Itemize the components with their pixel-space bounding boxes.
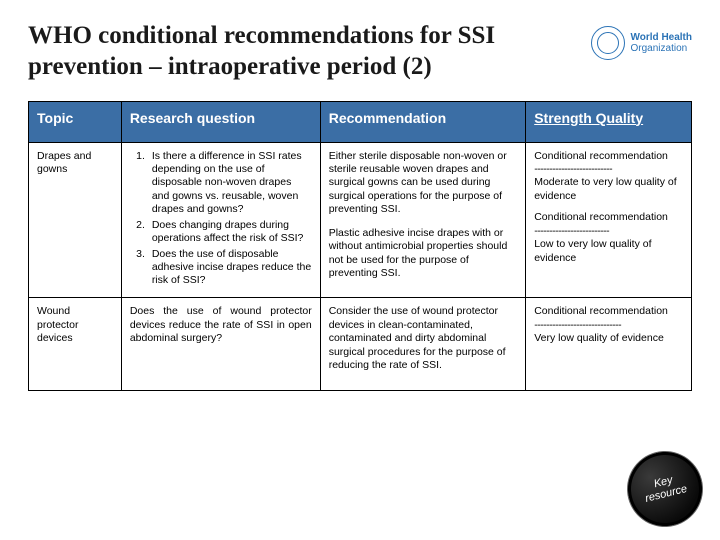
- sq-divider: --------------------------: [534, 163, 683, 176]
- col-recommendation: Recommendation: [320, 101, 526, 142]
- sq-block: Conditional recommendation -------------…: [534, 211, 683, 265]
- sq-quality: Low to very low quality of evidence: [534, 238, 683, 265]
- table-row: Wound protector devices Does the use of …: [29, 298, 692, 390]
- col-strength-quality-label: Strength Quality: [534, 110, 643, 126]
- col-strength-quality: Strength Quality: [526, 101, 692, 142]
- rq-item: Does changing drapes during operations a…: [148, 219, 312, 246]
- who-logo-text: World Health Organization: [631, 32, 692, 54]
- cell-research-question: Is there a difference in SSI rates depen…: [121, 142, 320, 298]
- cell-strength-quality: Conditional recommendation -------------…: [526, 298, 692, 390]
- rec-text: Consider the use of wound protector devi…: [329, 305, 518, 372]
- cell-recommendation: Either sterile disposable non-woven or s…: [320, 142, 526, 298]
- rec-text: Plastic adhesive incise drapes with or w…: [329, 227, 518, 281]
- sq-block: Conditional recommendation -------------…: [534, 305, 683, 345]
- col-topic: Topic: [29, 101, 122, 142]
- sq-divider: -----------------------------: [534, 319, 683, 332]
- sq-label: Conditional recommendation: [534, 211, 683, 224]
- sq-label: Conditional recommendation: [534, 150, 683, 163]
- cell-topic: Drapes and gowns: [29, 142, 122, 298]
- title-row: WHO conditional recommendations for SSI …: [28, 20, 692, 83]
- key-resource-badge: Key resource: [620, 444, 710, 534]
- slide: WHO conditional recommendations for SSI …: [0, 0, 720, 540]
- rec-text: Either sterile disposable non-woven or s…: [329, 150, 518, 217]
- sq-divider: -------------------------: [534, 225, 683, 238]
- who-emblem-icon: [591, 26, 625, 60]
- cell-research-question: Does the use of wound protector devices …: [121, 298, 320, 390]
- sq-quality: Moderate to very low quality of evidence: [534, 176, 683, 203]
- col-research-question: Research question: [121, 101, 320, 142]
- recommendations-table: Topic Research question Recommendation S…: [28, 101, 692, 391]
- cell-strength-quality: Conditional recommendation -------------…: [526, 142, 692, 298]
- table-header-row: Topic Research question Recommendation S…: [29, 101, 692, 142]
- sq-label: Conditional recommendation: [534, 305, 683, 318]
- who-logo-line2: Organization: [631, 43, 692, 54]
- rq-list: Is there a difference in SSI rates depen…: [130, 150, 312, 288]
- sq-quality: Very low quality of evidence: [534, 332, 683, 345]
- cell-recommendation: Consider the use of wound protector devi…: [320, 298, 526, 390]
- who-logo-line1: World Health: [631, 32, 692, 43]
- rq-item: Is there a difference in SSI rates depen…: [148, 150, 312, 217]
- sq-block: Conditional recommendation -------------…: [534, 150, 683, 204]
- cell-topic: Wound protector devices: [29, 298, 122, 390]
- who-logo: World Health Organization: [591, 26, 692, 60]
- page-title: WHO conditional recommendations for SSI …: [28, 20, 508, 83]
- rq-item: Does the use of disposable adhesive inci…: [148, 248, 312, 288]
- table-row: Drapes and gowns Is there a difference i…: [29, 142, 692, 298]
